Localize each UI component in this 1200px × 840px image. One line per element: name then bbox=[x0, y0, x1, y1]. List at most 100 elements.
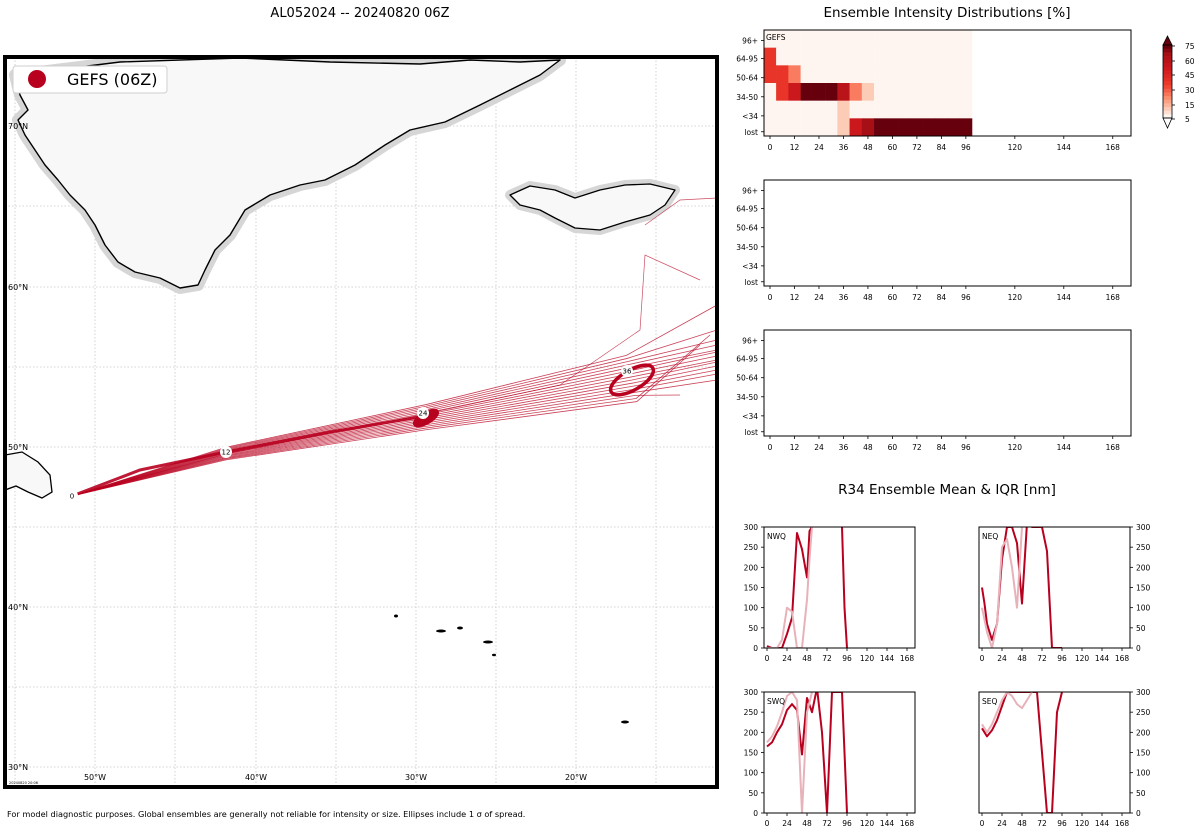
colorbar-frame bbox=[1162, 44, 1173, 119]
colorbar: 75 60 45 30 15 5 bbox=[1162, 35, 1195, 129]
latitude-label: 30°N bbox=[8, 763, 28, 772]
colorbar-min-extend bbox=[1162, 117, 1173, 129]
heatmap-x-tick-label: 36 bbox=[839, 443, 849, 452]
latitude-label: 40°N bbox=[8, 603, 28, 612]
heatmap-x-tick-label: 168 bbox=[1106, 143, 1121, 152]
heatmap-cell bbox=[947, 118, 961, 137]
map-frame bbox=[3, 55, 719, 789]
r34-x-tick-label: 72 bbox=[1037, 654, 1047, 663]
r34-x-tick-label: 72 bbox=[822, 654, 832, 663]
r34-x-tick-label: 120 bbox=[860, 654, 875, 663]
heatmap-cell bbox=[837, 118, 850, 137]
heatmap-cell bbox=[947, 47, 961, 66]
heatmap-frame bbox=[763, 29, 1132, 137]
heatmap-cell bbox=[886, 30, 899, 48]
intensity-heatmaps: GEFS 96+ 64-95 50-64 34-50 <34 lost 0 12 24 36 48 60… bbox=[736, 29, 1132, 452]
heatmap-cell bbox=[959, 118, 973, 137]
heatmap-x-tick-label: 24 bbox=[814, 143, 824, 152]
heatmap-cell bbox=[800, 118, 814, 137]
r34-x-tick-label: 24 bbox=[782, 654, 792, 663]
r34-frame bbox=[763, 526, 916, 649]
r34-y-tick-label: 250 bbox=[1136, 708, 1151, 717]
heatmap-cell bbox=[886, 65, 899, 84]
heatmap-y-tick-label: 64-95 bbox=[736, 55, 758, 64]
map-axis-labels: 70°N 60°N 50°N 40°N 30°N 50°W 40°W 30°W 20°W bbox=[8, 122, 587, 782]
colorbar-tick-label: 60 bbox=[1185, 57, 1195, 66]
heatmap-cell bbox=[763, 65, 777, 84]
heatmap-cell bbox=[935, 83, 948, 101]
r34-x-tick-label: 120 bbox=[1075, 819, 1090, 828]
heatmap-cell bbox=[800, 83, 814, 101]
heatmap-cell bbox=[898, 30, 912, 48]
heatmap-label: GEFS bbox=[766, 33, 786, 42]
r34-mean-line bbox=[841, 527, 848, 648]
heatmap-cell bbox=[947, 65, 961, 84]
legend-label: GEFS (06Z) bbox=[67, 70, 157, 89]
heatmap-cell bbox=[837, 83, 850, 101]
heatmap-cell bbox=[812, 65, 826, 84]
r34-x-tick-label: 96 bbox=[842, 654, 852, 663]
colorbar-max-extend bbox=[1162, 35, 1173, 46]
newfoundland-landmass bbox=[5, 451, 53, 499]
heatmap-cell bbox=[898, 118, 912, 137]
r34-x-tick-label: 144 bbox=[1095, 654, 1110, 663]
heatmap-x-tick-label: 144 bbox=[1057, 443, 1072, 452]
heatmap-cell bbox=[763, 30, 777, 48]
heatmap-cell bbox=[837, 30, 850, 48]
r34-x-tick-label: 24 bbox=[782, 819, 792, 828]
heatmap-x-tick-label: 96 bbox=[961, 143, 971, 152]
r34-x-tick-label: 0 bbox=[765, 654, 770, 663]
forecast-hour-label: 36 bbox=[623, 368, 632, 376]
r34-x-tick-label: 168 bbox=[1115, 819, 1130, 828]
heatmap-cell bbox=[910, 100, 924, 119]
heatmap-cell bbox=[861, 30, 875, 48]
heatmap-cell bbox=[788, 47, 801, 66]
heatmap-cell bbox=[776, 65, 789, 84]
heatmap-cell bbox=[861, 47, 875, 66]
r34-panel-seq: SEQ 300 250 200 150 100 50 0 0 24 48 72 96 120 144 168 bbox=[978, 688, 1151, 828]
longitude-label: 20°W bbox=[565, 773, 587, 782]
heatmap-cell bbox=[825, 30, 838, 48]
heatmap-y-tick-label: 96+ bbox=[742, 187, 758, 196]
footer-note: For model diagnostic purposes. Global en… bbox=[7, 809, 525, 819]
intensity-heatmap-panel: GEFS 96+ 64-95 50-64 34-50 <34 lost 0 12 24 36 48 60… bbox=[736, 29, 1132, 152]
colorbar-segment bbox=[1163, 107, 1172, 112]
heatmap-cell bbox=[812, 83, 826, 101]
longitude-label: 50°W bbox=[84, 773, 106, 782]
heatmap-cell bbox=[788, 83, 801, 101]
ensemble-mean-track bbox=[71, 414, 427, 498]
heatmap-cell bbox=[763, 100, 777, 119]
heatmap-cell bbox=[910, 47, 924, 66]
heatmap-x-tick-label: 12 bbox=[790, 443, 800, 452]
heatmap-x-tick-label: 0 bbox=[768, 293, 773, 302]
heatmap-cell bbox=[812, 47, 826, 66]
heatmap-cell bbox=[763, 83, 777, 101]
heatmap-x-tick-label: 96 bbox=[961, 293, 971, 302]
r34-panel-swq: SWQ 300 250 200 150 100 50 00 24 48 72 96 120 144 168 bbox=[744, 688, 916, 828]
heatmap-x-tick-label: 120 bbox=[1008, 143, 1023, 152]
heatmap-cell bbox=[959, 100, 973, 119]
heatmap-x-tick-label: 120 bbox=[1008, 293, 1023, 302]
r34-series bbox=[766, 527, 848, 648]
r34-x-tick-label: 144 bbox=[1095, 819, 1110, 828]
greenland-coastline bbox=[14, 57, 561, 289]
ensemble-member-track bbox=[71, 344, 701, 497]
forecast-hour-marker bbox=[417, 407, 429, 419]
r34-y-tick-label: 300 bbox=[1136, 523, 1151, 532]
heatmap-cell bbox=[923, 30, 936, 48]
heatmap-cell bbox=[874, 118, 887, 137]
heatmap-cell bbox=[959, 47, 973, 66]
heatmap-x-tick-label: 72 bbox=[912, 443, 922, 452]
ensemble-member-track bbox=[71, 373, 717, 497]
heatmap-x-tick-label: 48 bbox=[863, 293, 873, 302]
ensemble-member-track bbox=[71, 365, 717, 497]
colorbar-segment bbox=[1163, 110, 1172, 115]
heatmap-x-tick-label: 84 bbox=[937, 443, 947, 452]
r34-x-tick-label: 48 bbox=[1017, 654, 1027, 663]
heatmap-x-tick-label: 60 bbox=[888, 143, 898, 152]
heatmap-cell bbox=[788, 30, 801, 48]
heatmap-cell bbox=[837, 100, 850, 119]
r34-y-tick-label: 250 bbox=[1136, 543, 1151, 552]
heatmap-cell bbox=[898, 100, 912, 119]
